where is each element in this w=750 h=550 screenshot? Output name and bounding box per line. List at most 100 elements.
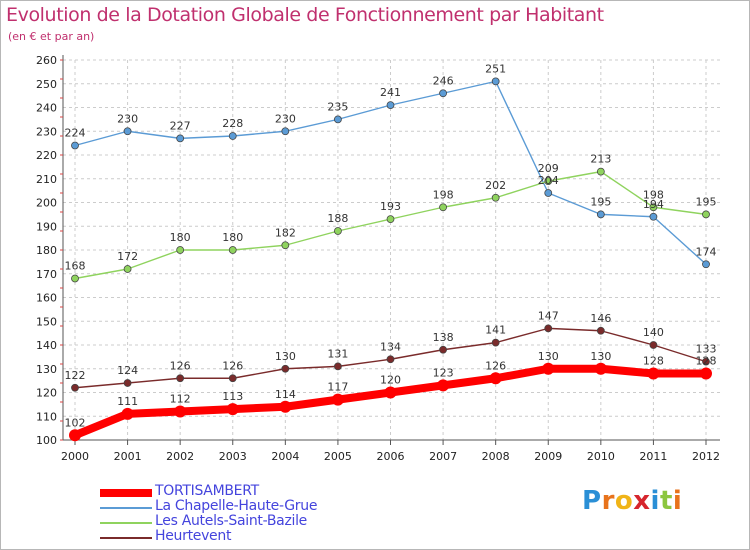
data-point — [596, 210, 605, 219]
legend: TORTISAMBERT La Chapelle-Haute-Grue Les Au… — [100, 483, 460, 545]
data-point — [334, 115, 342, 124]
data-label: 133 — [696, 343, 717, 356]
data-point — [544, 177, 553, 186]
x-tick-label: 2010 — [587, 450, 615, 463]
logo-letter: i — [672, 486, 683, 516]
legend-swatch — [100, 507, 152, 509]
y-tick-label: 250 — [36, 78, 57, 91]
data-point — [71, 383, 79, 392]
data-label: 180 — [222, 231, 243, 244]
data-label: 112 — [170, 393, 191, 406]
legend-item: TORTISAMBERT — [100, 483, 460, 500]
legend-label: La Chapelle-Haute-Grue — [155, 498, 318, 514]
data-label: 130 — [538, 350, 559, 363]
data-point — [279, 400, 292, 413]
logo-letter: i — [650, 486, 660, 516]
data-point — [226, 403, 239, 416]
data-point — [69, 429, 81, 442]
x-tick-label: 2000 — [61, 450, 89, 463]
x-tick-label: 2011 — [639, 450, 667, 463]
x-tick-label: 2001 — [114, 450, 142, 463]
data-labels-layer: 102 111 112 113 114 117 120 123 126 130 130 128 128 2… — [65, 62, 717, 429]
y-tick-label: 110 — [36, 410, 57, 423]
y-tick-label: 190 — [36, 220, 57, 233]
data-point — [649, 203, 658, 212]
x-tick-label: 2007 — [429, 450, 457, 463]
y-tick-label: 140 — [36, 339, 57, 352]
data-point — [121, 407, 134, 420]
legend-item: Heurtevent — [100, 528, 460, 545]
y-tick-label: 170 — [36, 268, 57, 281]
data-label: 230 — [117, 112, 138, 125]
data-label: 204 — [538, 174, 559, 187]
y-tick-label: 220 — [36, 149, 57, 162]
data-point — [491, 77, 500, 86]
logo-letter: o — [614, 486, 634, 516]
data-label: 117 — [327, 381, 348, 394]
data-label: 230 — [275, 112, 296, 125]
x-tick-label: 2005 — [324, 450, 352, 463]
legend-swatch — [100, 522, 152, 524]
data-label: 111 — [117, 395, 138, 408]
chart-title: Evolution de la Dotation Globale de Fonc… — [6, 4, 604, 26]
data-point — [281, 127, 290, 136]
legend-swatch — [100, 489, 152, 497]
data-point — [386, 355, 395, 364]
data-label: 130 — [275, 350, 296, 363]
axes — [60, 55, 720, 445]
x-tick-labels: 2000 2001 2002 2003 2004 2005 2006 2007 2008 2009… — [61, 450, 720, 463]
data-label: 102 — [65, 416, 86, 429]
data-point — [489, 372, 502, 385]
data-label: 195 — [696, 195, 717, 208]
x-tick-label: 2012 — [692, 450, 720, 463]
data-point — [542, 362, 555, 375]
y-tick-label: 200 — [36, 197, 57, 210]
data-label: 128 — [696, 355, 717, 368]
data-label: 124 — [117, 364, 138, 377]
legend-swatch — [100, 537, 152, 539]
y-tick-label: 120 — [36, 387, 57, 400]
data-point — [439, 89, 447, 98]
y-tick-label: 180 — [36, 244, 57, 257]
data-label: 195 — [590, 195, 611, 208]
data-label: 123 — [433, 366, 454, 379]
data-point — [437, 379, 450, 392]
logo-letter: t — [659, 486, 673, 516]
data-point — [123, 127, 132, 136]
data-point — [228, 374, 237, 383]
logo-letter: P — [582, 486, 602, 516]
data-label: 140 — [643, 326, 664, 339]
data-point — [702, 210, 710, 219]
data-point — [439, 203, 447, 212]
data-point — [596, 167, 605, 176]
data-point — [334, 227, 342, 235]
data-point — [649, 341, 658, 349]
legend-label: TORTISAMBERT — [155, 483, 259, 499]
data-label: 174 — [696, 245, 717, 258]
data-point — [176, 374, 185, 383]
y-tick-label: 160 — [36, 292, 57, 305]
data-point — [702, 357, 710, 366]
data-point — [649, 212, 658, 221]
data-label: 182 — [275, 226, 296, 239]
data-point — [228, 132, 237, 140]
grid-lines — [63, 59, 720, 440]
x-tick-label: 2004 — [271, 450, 299, 463]
y-tick-label: 240 — [36, 102, 57, 115]
data-label: 251 — [485, 62, 506, 75]
data-point — [384, 386, 397, 399]
x-tick-label: 2003 — [219, 450, 247, 463]
data-point — [594, 362, 607, 375]
data-label: 194 — [643, 198, 664, 211]
data-label: 224 — [65, 127, 86, 140]
data-point — [700, 367, 712, 380]
data-point — [386, 215, 395, 224]
logo-letter: x — [633, 486, 651, 516]
data-point — [439, 345, 447, 354]
data-point — [647, 367, 660, 380]
legend-item: Les Autels-Saint-Bazile — [100, 513, 460, 530]
x-tick-label: 2006 — [377, 450, 405, 463]
data-point — [176, 246, 185, 254]
